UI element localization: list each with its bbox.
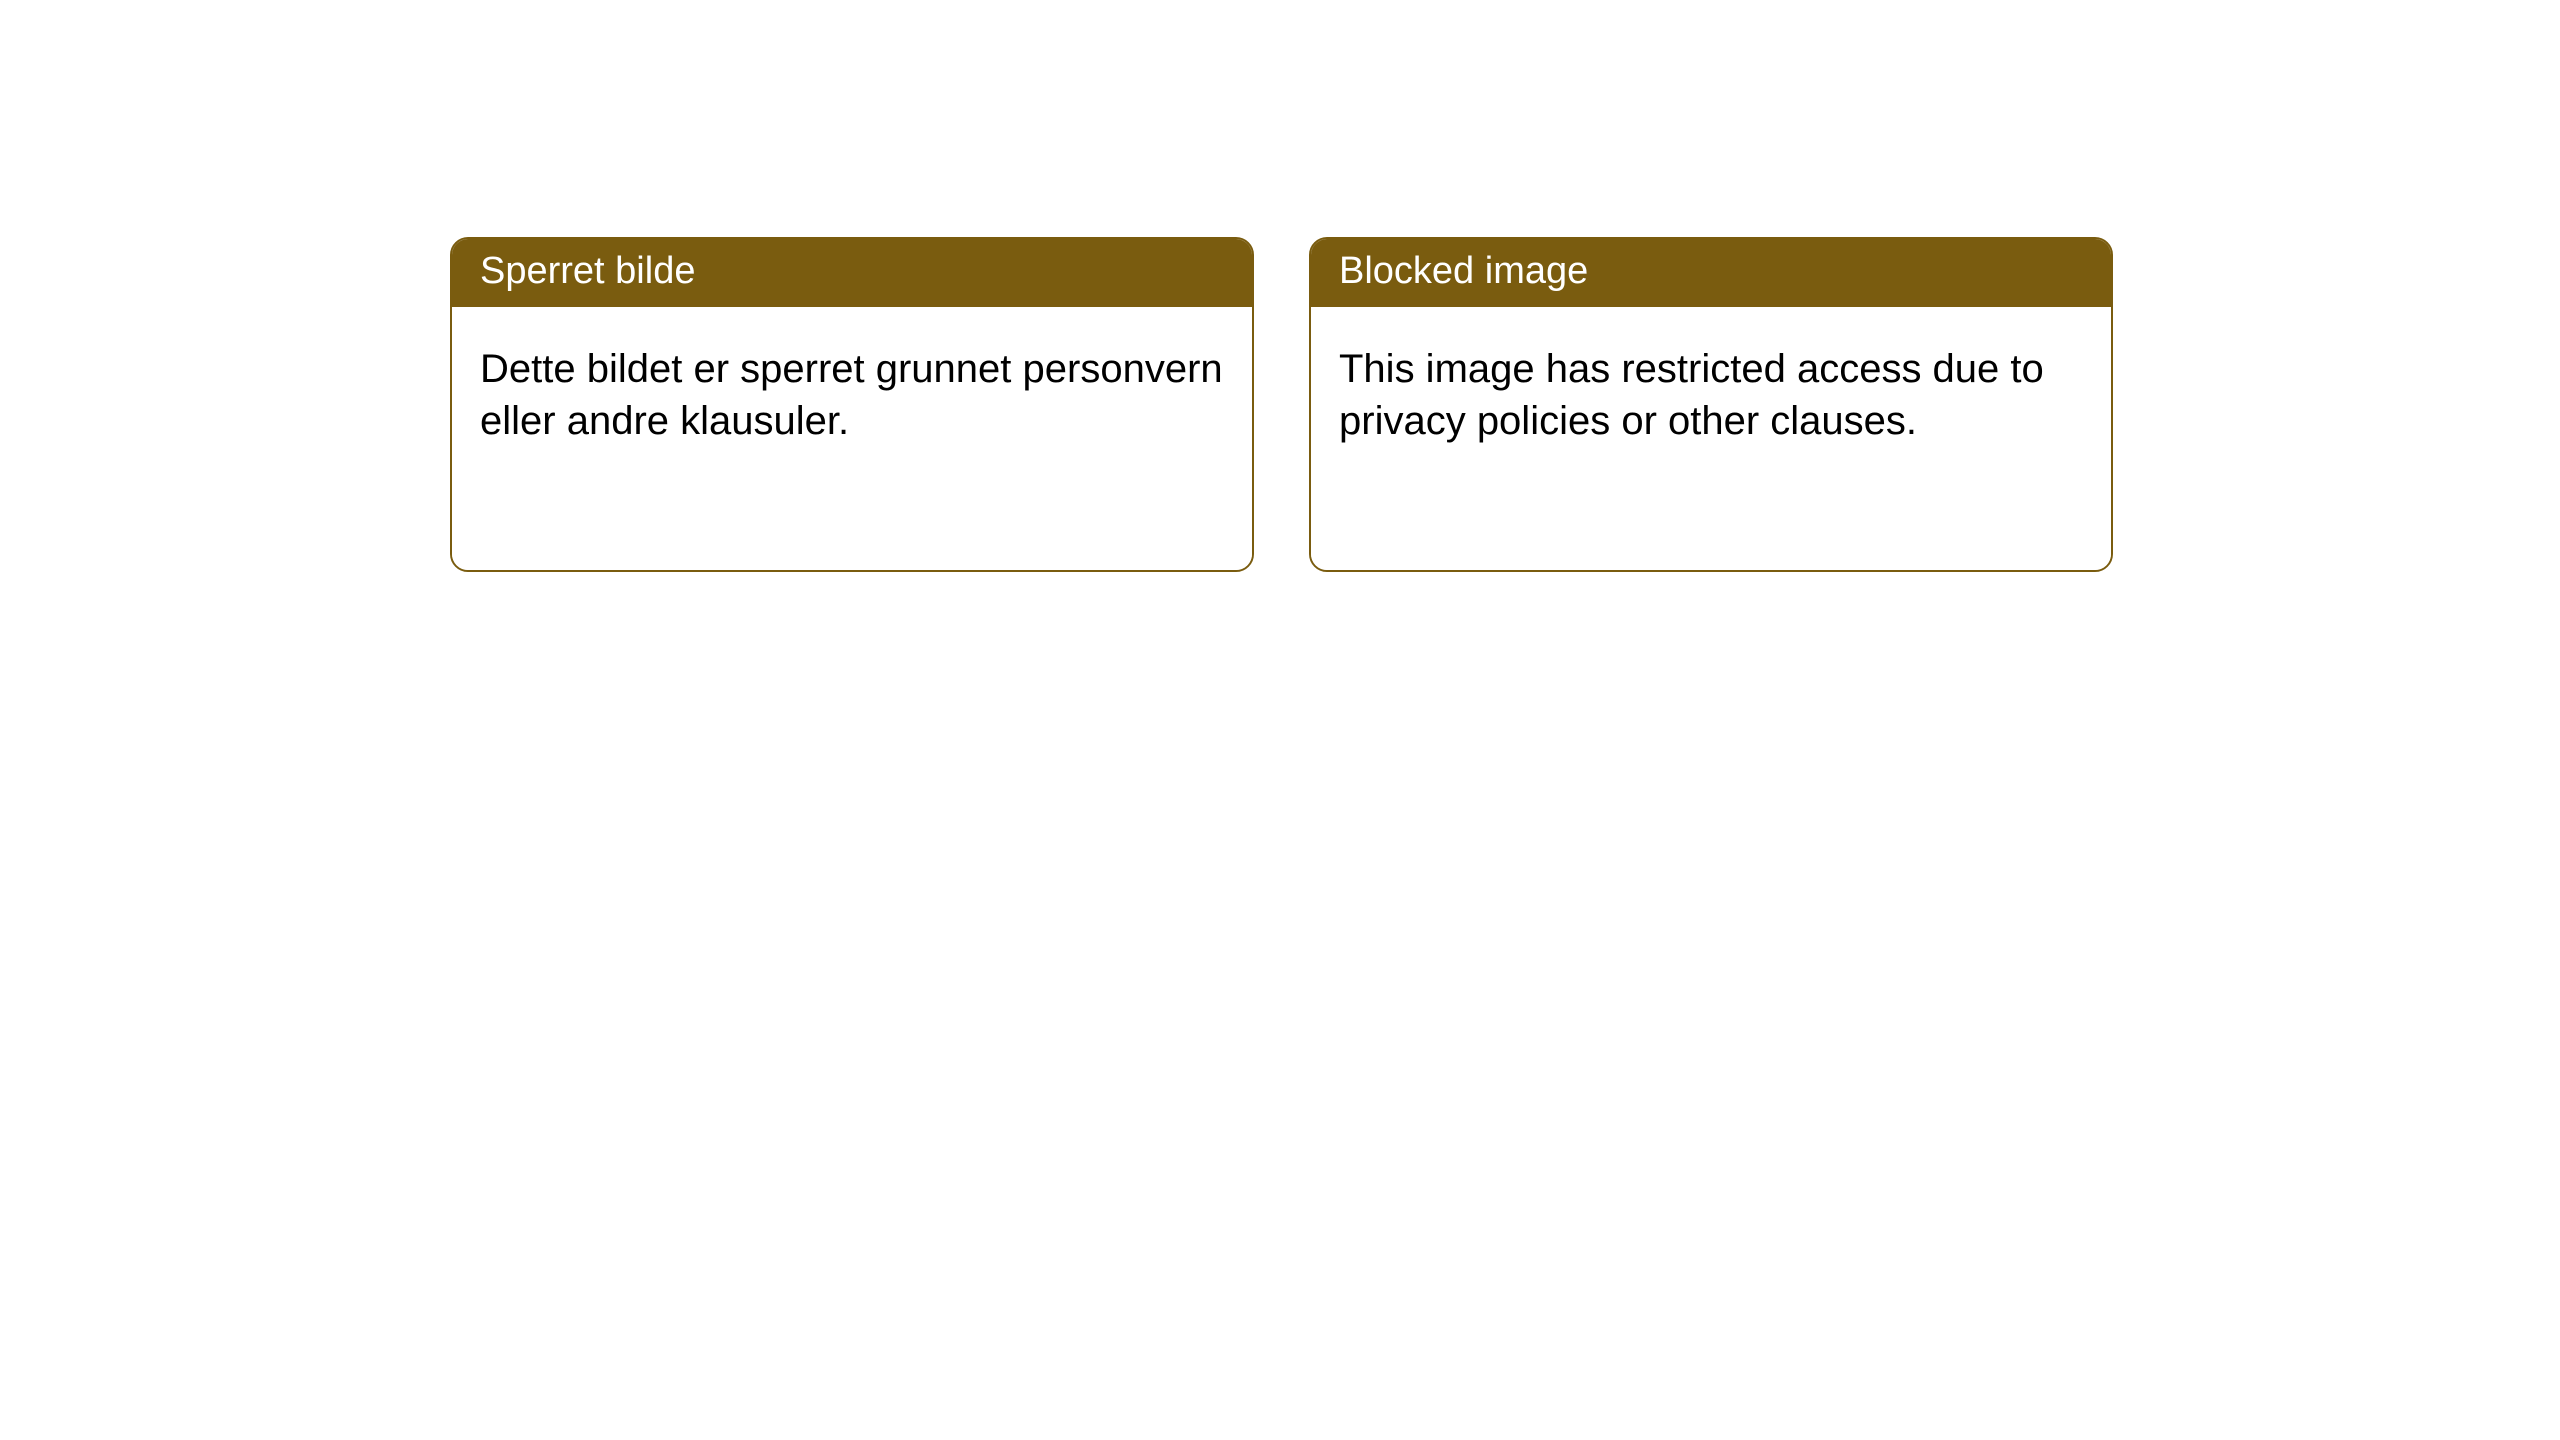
notice-card-right: Blocked image This image has restricted … <box>1309 237 2113 572</box>
notice-card-left-body: Dette bildet er sperret grunnet personve… <box>452 307 1252 570</box>
notice-card-right-title: Blocked image <box>1311 239 2111 307</box>
notice-card-left: Sperret bilde Dette bildet er sperret gr… <box>450 237 1254 572</box>
notice-card-container: Sperret bilde Dette bildet er sperret gr… <box>450 237 2113 572</box>
notice-card-right-body: This image has restricted access due to … <box>1311 307 2111 570</box>
notice-card-left-title: Sperret bilde <box>452 239 1252 307</box>
